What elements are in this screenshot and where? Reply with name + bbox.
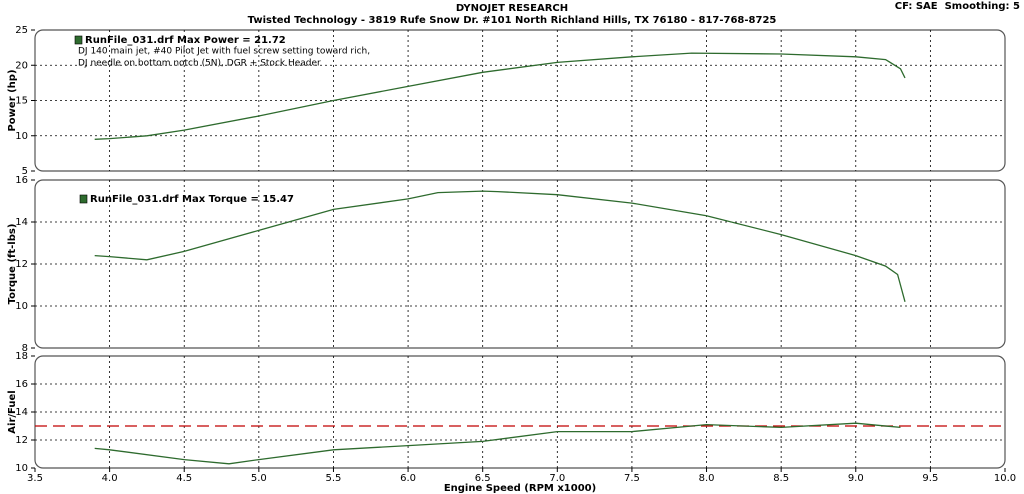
x-tick-label: 10.0: [994, 473, 1016, 484]
y-tick-label: 20: [15, 60, 28, 71]
x-tick-label: 8.5: [773, 473, 789, 484]
y-axis-label: Power (hp): [7, 69, 18, 131]
y-tick-label: 12: [15, 435, 28, 446]
legend-swatch: [79, 194, 88, 204]
settings: CF: SAE Smoothing: 5: [895, 1, 1020, 12]
y-tick-label: 8: [22, 343, 28, 354]
x-tick-label: 5.5: [326, 473, 342, 484]
y-axis-label: Torque (ft-lbs): [7, 224, 18, 305]
y-axis-label: Air/Fuel: [7, 390, 18, 433]
y-tick-label: 16: [15, 175, 28, 186]
x-tick-label: 6.0: [400, 473, 416, 484]
y-tick-label: 14: [15, 407, 28, 418]
y-tick-label: 16: [15, 379, 28, 390]
y-tick-label: 18: [15, 351, 28, 362]
y-tick-label: 14: [15, 217, 28, 228]
y-tick-label: 12: [15, 259, 28, 270]
x-axis-label: Engine Speed (RPM x1000): [444, 483, 596, 494]
legend-label: RunFile_031.drf Max Power = 21.72: [85, 35, 286, 46]
x-tick-label: 5.0: [251, 473, 267, 484]
legend-label: RunFile_031.drf Max Torque = 15.47: [90, 194, 294, 205]
x-tick-label: 7.0: [549, 473, 565, 484]
x-tick-label: 9.5: [922, 473, 938, 484]
x-tick-label: 8.0: [699, 473, 715, 484]
data-line: [94, 190, 906, 302]
y-tick-label: 15: [15, 96, 28, 107]
y-tick-label: 5: [22, 166, 28, 177]
chart-subtitle: Twisted Technology - 3819 Rufe Snow Dr. …: [248, 15, 777, 26]
x-tick-label: 4.5: [176, 473, 192, 484]
data-line: [94, 422, 901, 465]
chart-title: DYNOJET RESEARCH: [456, 3, 568, 14]
y-tick-label: 10: [15, 463, 28, 474]
data-line: [94, 52, 906, 140]
y-tick-label: 10: [15, 131, 28, 142]
y-tick-label: 25: [15, 25, 28, 36]
x-tick-label: 3.5: [27, 473, 43, 484]
x-tick-label: 6.5: [475, 473, 491, 484]
x-tick-label: 4.0: [102, 473, 118, 484]
x-tick-label: 9.0: [848, 473, 864, 484]
annotation: DJ 140 main jet, #40 Pilot Jet with fuel…: [78, 47, 370, 57]
annotation: DJ needle on bottom notch (5N), DGR + St…: [78, 59, 321, 69]
x-tick-label: 7.5: [624, 473, 640, 484]
y-tick-label: 10: [15, 301, 28, 312]
legend-swatch: [74, 35, 83, 45]
